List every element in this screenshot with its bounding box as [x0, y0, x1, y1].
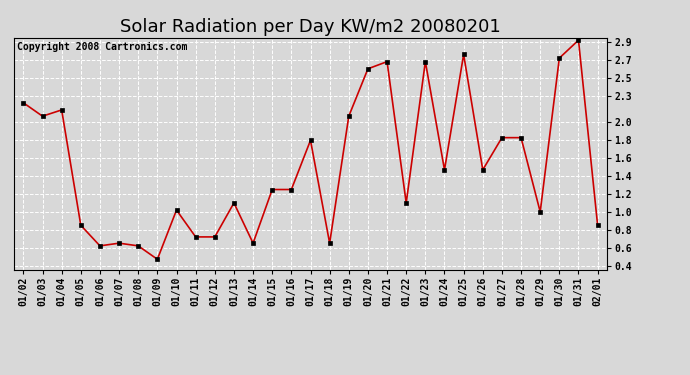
- Text: Copyright 2008 Cartronics.com: Copyright 2008 Cartronics.com: [17, 42, 187, 52]
- Title: Solar Radiation per Day KW/m2 20080201: Solar Radiation per Day KW/m2 20080201: [120, 18, 501, 36]
